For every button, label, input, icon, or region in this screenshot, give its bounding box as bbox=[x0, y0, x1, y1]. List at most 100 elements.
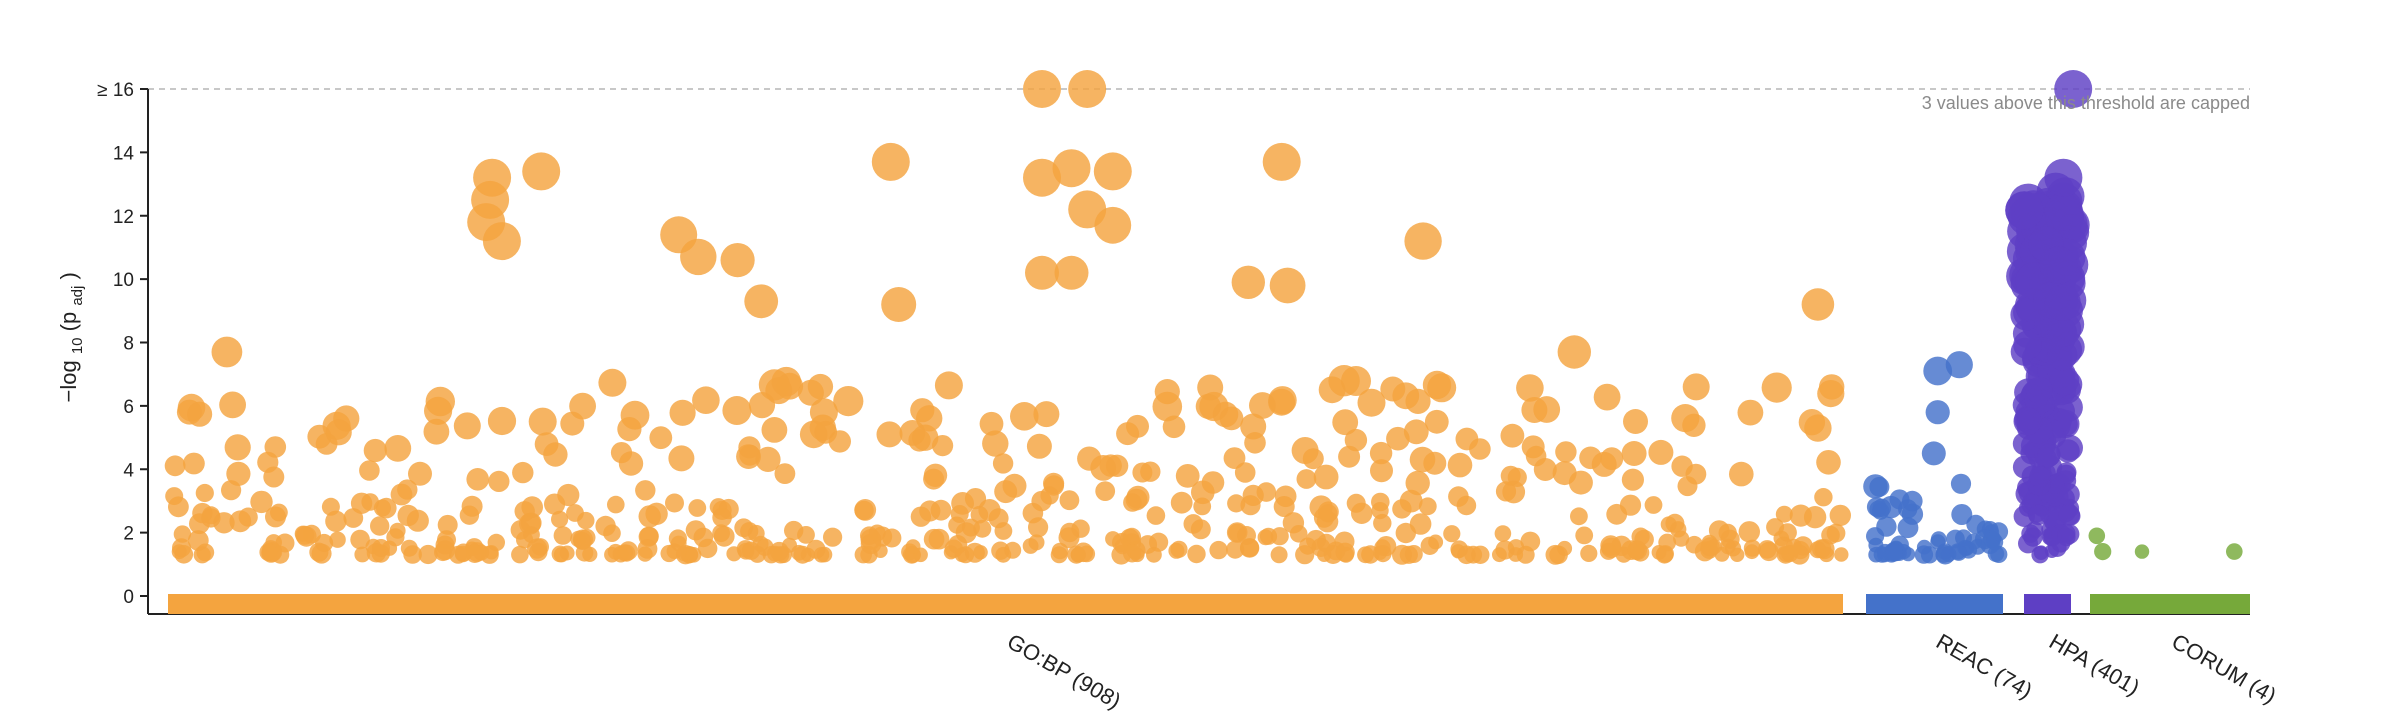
data-point-gobp bbox=[1262, 142, 1301, 181]
data-point-gobp bbox=[1789, 504, 1812, 527]
data-point-gobp bbox=[164, 455, 186, 477]
data-point-gobp bbox=[363, 438, 387, 463]
data-point-hpa bbox=[2025, 376, 2053, 404]
data-point-gobp bbox=[1226, 540, 1245, 559]
data-point-gobp bbox=[618, 541, 638, 561]
data-point-gobp bbox=[720, 243, 755, 278]
data-point-gobp bbox=[528, 407, 557, 436]
data-point-gobp bbox=[685, 547, 702, 563]
data-point-gobp bbox=[1168, 542, 1185, 559]
data-point-gobp bbox=[668, 529, 688, 548]
data-point-gobp bbox=[1420, 536, 1440, 555]
data-point-gobp bbox=[1357, 546, 1374, 564]
data-point-gobp bbox=[553, 526, 573, 545]
data-point-gobp bbox=[649, 426, 673, 450]
data-point-gobp bbox=[923, 528, 945, 550]
data-point-gobp bbox=[1579, 446, 1602, 470]
data-point-gobp bbox=[1296, 469, 1317, 489]
data-point-hpa bbox=[2028, 504, 2049, 526]
data-point-hpa bbox=[2058, 504, 2080, 526]
data-point-gobp bbox=[1516, 374, 1544, 402]
data-point-gobp bbox=[512, 461, 534, 484]
data-point-gobp bbox=[1344, 428, 1368, 452]
data-point-gobp bbox=[1002, 473, 1027, 498]
data-point-gobp bbox=[384, 435, 412, 462]
data-point-gobp bbox=[366, 543, 387, 563]
data-point-gobp bbox=[1051, 542, 1069, 560]
data-point-gobp bbox=[973, 545, 988, 560]
data-point-gobp bbox=[665, 493, 684, 513]
data-point-gobp bbox=[511, 545, 529, 564]
data-point-gobp bbox=[461, 495, 483, 517]
data-point-gobp bbox=[425, 386, 455, 417]
data-point-gobp bbox=[1623, 409, 1648, 434]
data-point-gobp bbox=[800, 547, 816, 562]
category-bar-reac bbox=[1866, 594, 2003, 614]
data-point-gobp bbox=[1023, 158, 1061, 197]
data-point-gobp bbox=[1600, 447, 1624, 471]
data-point-gobp bbox=[1737, 399, 1764, 426]
cap-tick-label: ≥ 16 bbox=[97, 80, 134, 101]
data-point-gobp bbox=[1507, 539, 1525, 556]
data-point-gobp bbox=[1326, 541, 1346, 561]
data-point-gobp bbox=[668, 445, 695, 472]
data-point-gobp bbox=[1149, 532, 1169, 552]
data-point-gobp bbox=[577, 511, 595, 530]
data-point-hpa bbox=[2047, 317, 2078, 348]
data-point-gobp bbox=[1332, 409, 1359, 436]
data-point-gobp bbox=[1183, 514, 1204, 534]
data-point-gobp bbox=[174, 545, 194, 564]
data-point-gobp bbox=[871, 142, 910, 181]
data-point-gobp bbox=[1575, 526, 1594, 545]
data-point-gobp bbox=[543, 442, 568, 467]
data-point-gobp bbox=[1028, 517, 1049, 538]
data-point-gobp bbox=[1403, 419, 1429, 445]
data-point-gobp bbox=[551, 545, 569, 563]
data-point-gobp bbox=[1819, 374, 1845, 400]
data-point-gobp bbox=[343, 508, 364, 528]
points-layer bbox=[164, 70, 2243, 565]
data-point-gobp bbox=[522, 152, 561, 191]
data-point-gobp bbox=[978, 499, 1001, 522]
data-point-gobp bbox=[1552, 461, 1577, 486]
data-point-gobp bbox=[923, 463, 948, 487]
data-point-gobp bbox=[1599, 542, 1618, 560]
data-point-gobp bbox=[329, 531, 346, 548]
data-point-gobp bbox=[934, 371, 963, 400]
data-point-gobp bbox=[1700, 537, 1720, 557]
data-point-gobp bbox=[1404, 222, 1442, 260]
data-point-gobp bbox=[919, 500, 941, 522]
y-axis-label-p: (p bbox=[56, 312, 81, 332]
data-point-gobp bbox=[1025, 255, 1059, 290]
data-point-gobp bbox=[465, 544, 485, 563]
data-point-reac bbox=[1969, 538, 1986, 555]
data-point-gobp bbox=[910, 398, 935, 423]
data-point-hpa bbox=[2049, 365, 2080, 396]
data-point-gobp bbox=[1152, 391, 1183, 422]
data-point-gobp bbox=[1785, 538, 1803, 556]
data-point-gobp bbox=[418, 544, 438, 565]
data-point-gobp bbox=[1816, 450, 1841, 475]
data-point-gobp bbox=[437, 514, 458, 535]
data-point-gobp bbox=[722, 396, 752, 425]
data-point-gobp bbox=[1386, 426, 1410, 451]
data-point-gobp bbox=[1093, 152, 1132, 191]
data-point-gobp bbox=[1671, 404, 1700, 433]
data-point-gobp bbox=[737, 542, 755, 560]
data-point-gobp bbox=[1492, 547, 1507, 563]
data-point-gobp bbox=[397, 504, 419, 527]
data-point-corum bbox=[2134, 544, 2150, 559]
data-point-gobp bbox=[955, 522, 977, 544]
data-point-gobp bbox=[1766, 518, 1785, 537]
data-point-gobp bbox=[685, 520, 706, 541]
data-point-gobp bbox=[1399, 489, 1423, 513]
y-tick-label: 4 bbox=[123, 460, 134, 481]
data-point-gobp bbox=[1424, 409, 1449, 434]
y-tick-label: 2 bbox=[123, 524, 134, 545]
data-point-gobp bbox=[224, 434, 251, 461]
data-point-gobp bbox=[881, 287, 917, 322]
data-point-gobp bbox=[1593, 383, 1621, 411]
data-point-reac bbox=[1966, 514, 1986, 534]
data-point-gobp bbox=[1010, 402, 1039, 431]
data-point-gobp bbox=[551, 510, 569, 528]
